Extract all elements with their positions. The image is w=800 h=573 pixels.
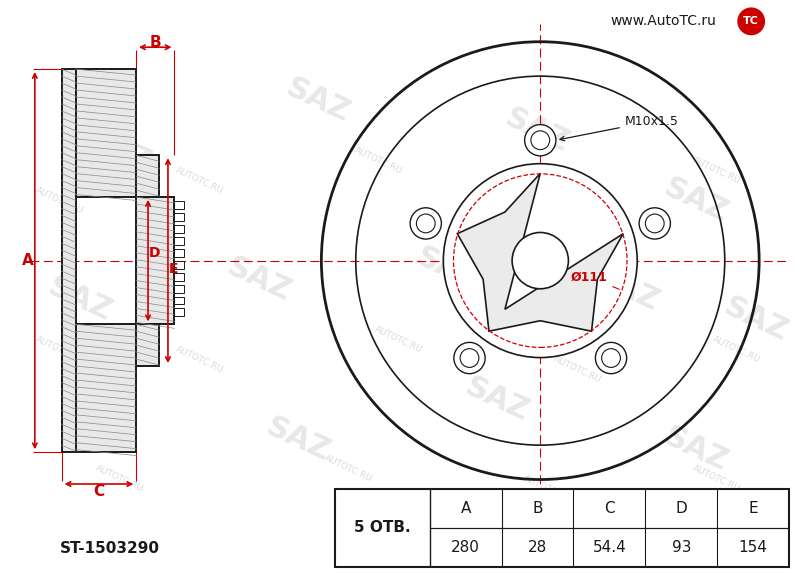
Text: AUTOTC.RU: AUTOTC.RU xyxy=(34,335,85,364)
Text: SAZ: SAZ xyxy=(660,422,734,477)
Text: SAZ: SAZ xyxy=(411,242,485,297)
Text: SAZ: SAZ xyxy=(62,392,136,447)
Circle shape xyxy=(525,124,556,156)
Circle shape xyxy=(595,343,626,374)
Text: SAZ: SAZ xyxy=(719,292,793,347)
Text: AUTOTC.RU: AUTOTC.RU xyxy=(373,325,423,355)
Polygon shape xyxy=(136,155,159,197)
Bar xyxy=(174,237,184,245)
Text: Ø111: Ø111 xyxy=(570,270,619,289)
Circle shape xyxy=(416,214,435,233)
Text: AUTOTC.RU: AUTOTC.RU xyxy=(691,156,742,186)
Text: C: C xyxy=(94,484,105,500)
Text: TC: TC xyxy=(743,17,759,26)
Text: 154: 154 xyxy=(738,540,767,555)
Circle shape xyxy=(454,343,485,374)
Text: AUTOTC.RU: AUTOTC.RU xyxy=(353,146,403,176)
Polygon shape xyxy=(136,324,159,366)
Text: AUTOTC.RU: AUTOTC.RU xyxy=(552,355,602,384)
Text: E: E xyxy=(748,501,758,516)
Text: SAZ: SAZ xyxy=(222,253,295,308)
Text: C: C xyxy=(604,501,614,516)
Text: 28: 28 xyxy=(528,540,547,555)
Circle shape xyxy=(738,7,765,36)
Circle shape xyxy=(512,233,569,289)
Text: A: A xyxy=(461,501,471,516)
Text: AUTOTC.RU: AUTOTC.RU xyxy=(522,474,573,504)
Text: E: E xyxy=(169,262,178,276)
Text: 93: 93 xyxy=(671,540,691,555)
Polygon shape xyxy=(76,69,136,197)
Bar xyxy=(174,285,184,293)
Text: D: D xyxy=(149,246,161,260)
Text: AUTOTC.RU: AUTOTC.RU xyxy=(174,166,224,195)
Text: 54.4: 54.4 xyxy=(593,540,626,555)
Bar xyxy=(174,261,184,269)
Text: AUTOTC.RU: AUTOTC.RU xyxy=(34,186,85,215)
Polygon shape xyxy=(458,174,623,331)
Text: AUTOTC.RU: AUTOTC.RU xyxy=(174,344,224,375)
Bar xyxy=(174,225,184,233)
Text: ST-1503290: ST-1503290 xyxy=(59,541,159,556)
Text: SAZ: SAZ xyxy=(461,372,534,427)
Text: D: D xyxy=(675,501,687,516)
Text: AUTOTC.RU: AUTOTC.RU xyxy=(94,464,145,494)
Text: AUTOTC.RU: AUTOTC.RU xyxy=(532,175,582,206)
Bar xyxy=(174,213,184,221)
Text: SAZ: SAZ xyxy=(82,123,156,178)
Circle shape xyxy=(646,214,664,233)
Text: www.AutoTC.ru: www.AutoTC.ru xyxy=(610,14,716,28)
Polygon shape xyxy=(76,324,136,452)
Circle shape xyxy=(602,348,621,367)
Text: 280: 280 xyxy=(451,540,480,555)
Bar xyxy=(174,296,184,304)
Circle shape xyxy=(639,208,670,239)
Circle shape xyxy=(531,131,550,150)
Circle shape xyxy=(443,164,638,358)
Text: M10x1.5: M10x1.5 xyxy=(560,115,678,141)
Text: A: A xyxy=(22,253,34,268)
Polygon shape xyxy=(62,69,76,452)
Text: SAZ: SAZ xyxy=(282,73,355,128)
Circle shape xyxy=(410,208,442,239)
Polygon shape xyxy=(136,197,174,324)
Text: SAZ: SAZ xyxy=(590,262,664,317)
Bar xyxy=(174,249,184,257)
Text: AUTOTC.RU: AUTOTC.RU xyxy=(711,335,762,364)
Bar xyxy=(174,308,184,316)
Text: 5 ОТВ.: 5 ОТВ. xyxy=(354,520,411,535)
Text: AUTOTC.RU: AUTOTC.RU xyxy=(691,464,742,494)
Text: SAZ: SAZ xyxy=(42,273,117,327)
Bar xyxy=(335,489,789,567)
Bar xyxy=(174,201,184,209)
Text: AUTOTC.RU: AUTOTC.RU xyxy=(323,454,374,484)
Text: SAZ: SAZ xyxy=(501,103,574,158)
Text: B: B xyxy=(150,35,161,50)
Text: B: B xyxy=(532,501,543,516)
Circle shape xyxy=(460,348,479,367)
Text: SAZ: SAZ xyxy=(262,412,335,466)
Text: SAZ: SAZ xyxy=(660,173,734,228)
Bar xyxy=(174,273,184,281)
